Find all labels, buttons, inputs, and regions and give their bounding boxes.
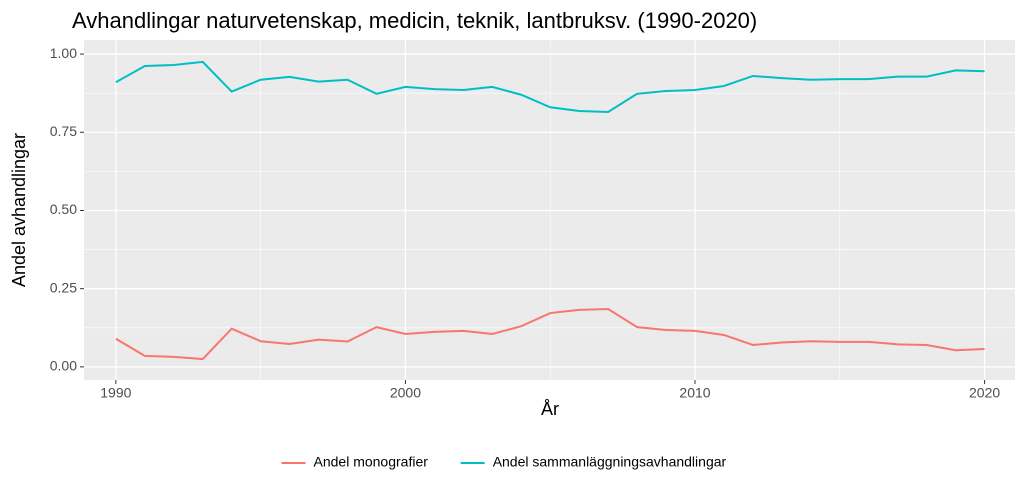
y-tick-label: 0.50: [50, 201, 77, 217]
y-tick-label: 1.00: [50, 45, 77, 61]
data-line: [115, 60, 985, 113]
chart-title: Avhandlingar naturvetenskap, medicin, te…: [72, 8, 757, 33]
y-tick-label: 0.75: [50, 123, 77, 139]
y-tick-label: 0.25: [50, 279, 77, 295]
y-tick-label: 0.00: [50, 358, 77, 374]
legend-label: Andel sammanläggningsavhandlingar: [493, 454, 727, 470]
data-line: [115, 307, 985, 361]
x-axis-label: År: [541, 399, 559, 419]
y-axis-label: Andel avhandlingar: [9, 133, 29, 287]
x-tick-label: 2020: [969, 385, 1000, 401]
x-tick-label: 2000: [390, 385, 421, 401]
x-tick-label: 2010: [679, 385, 710, 401]
legend-label: Andel monografier: [314, 454, 429, 470]
x-tick-label: 1990: [100, 385, 131, 401]
